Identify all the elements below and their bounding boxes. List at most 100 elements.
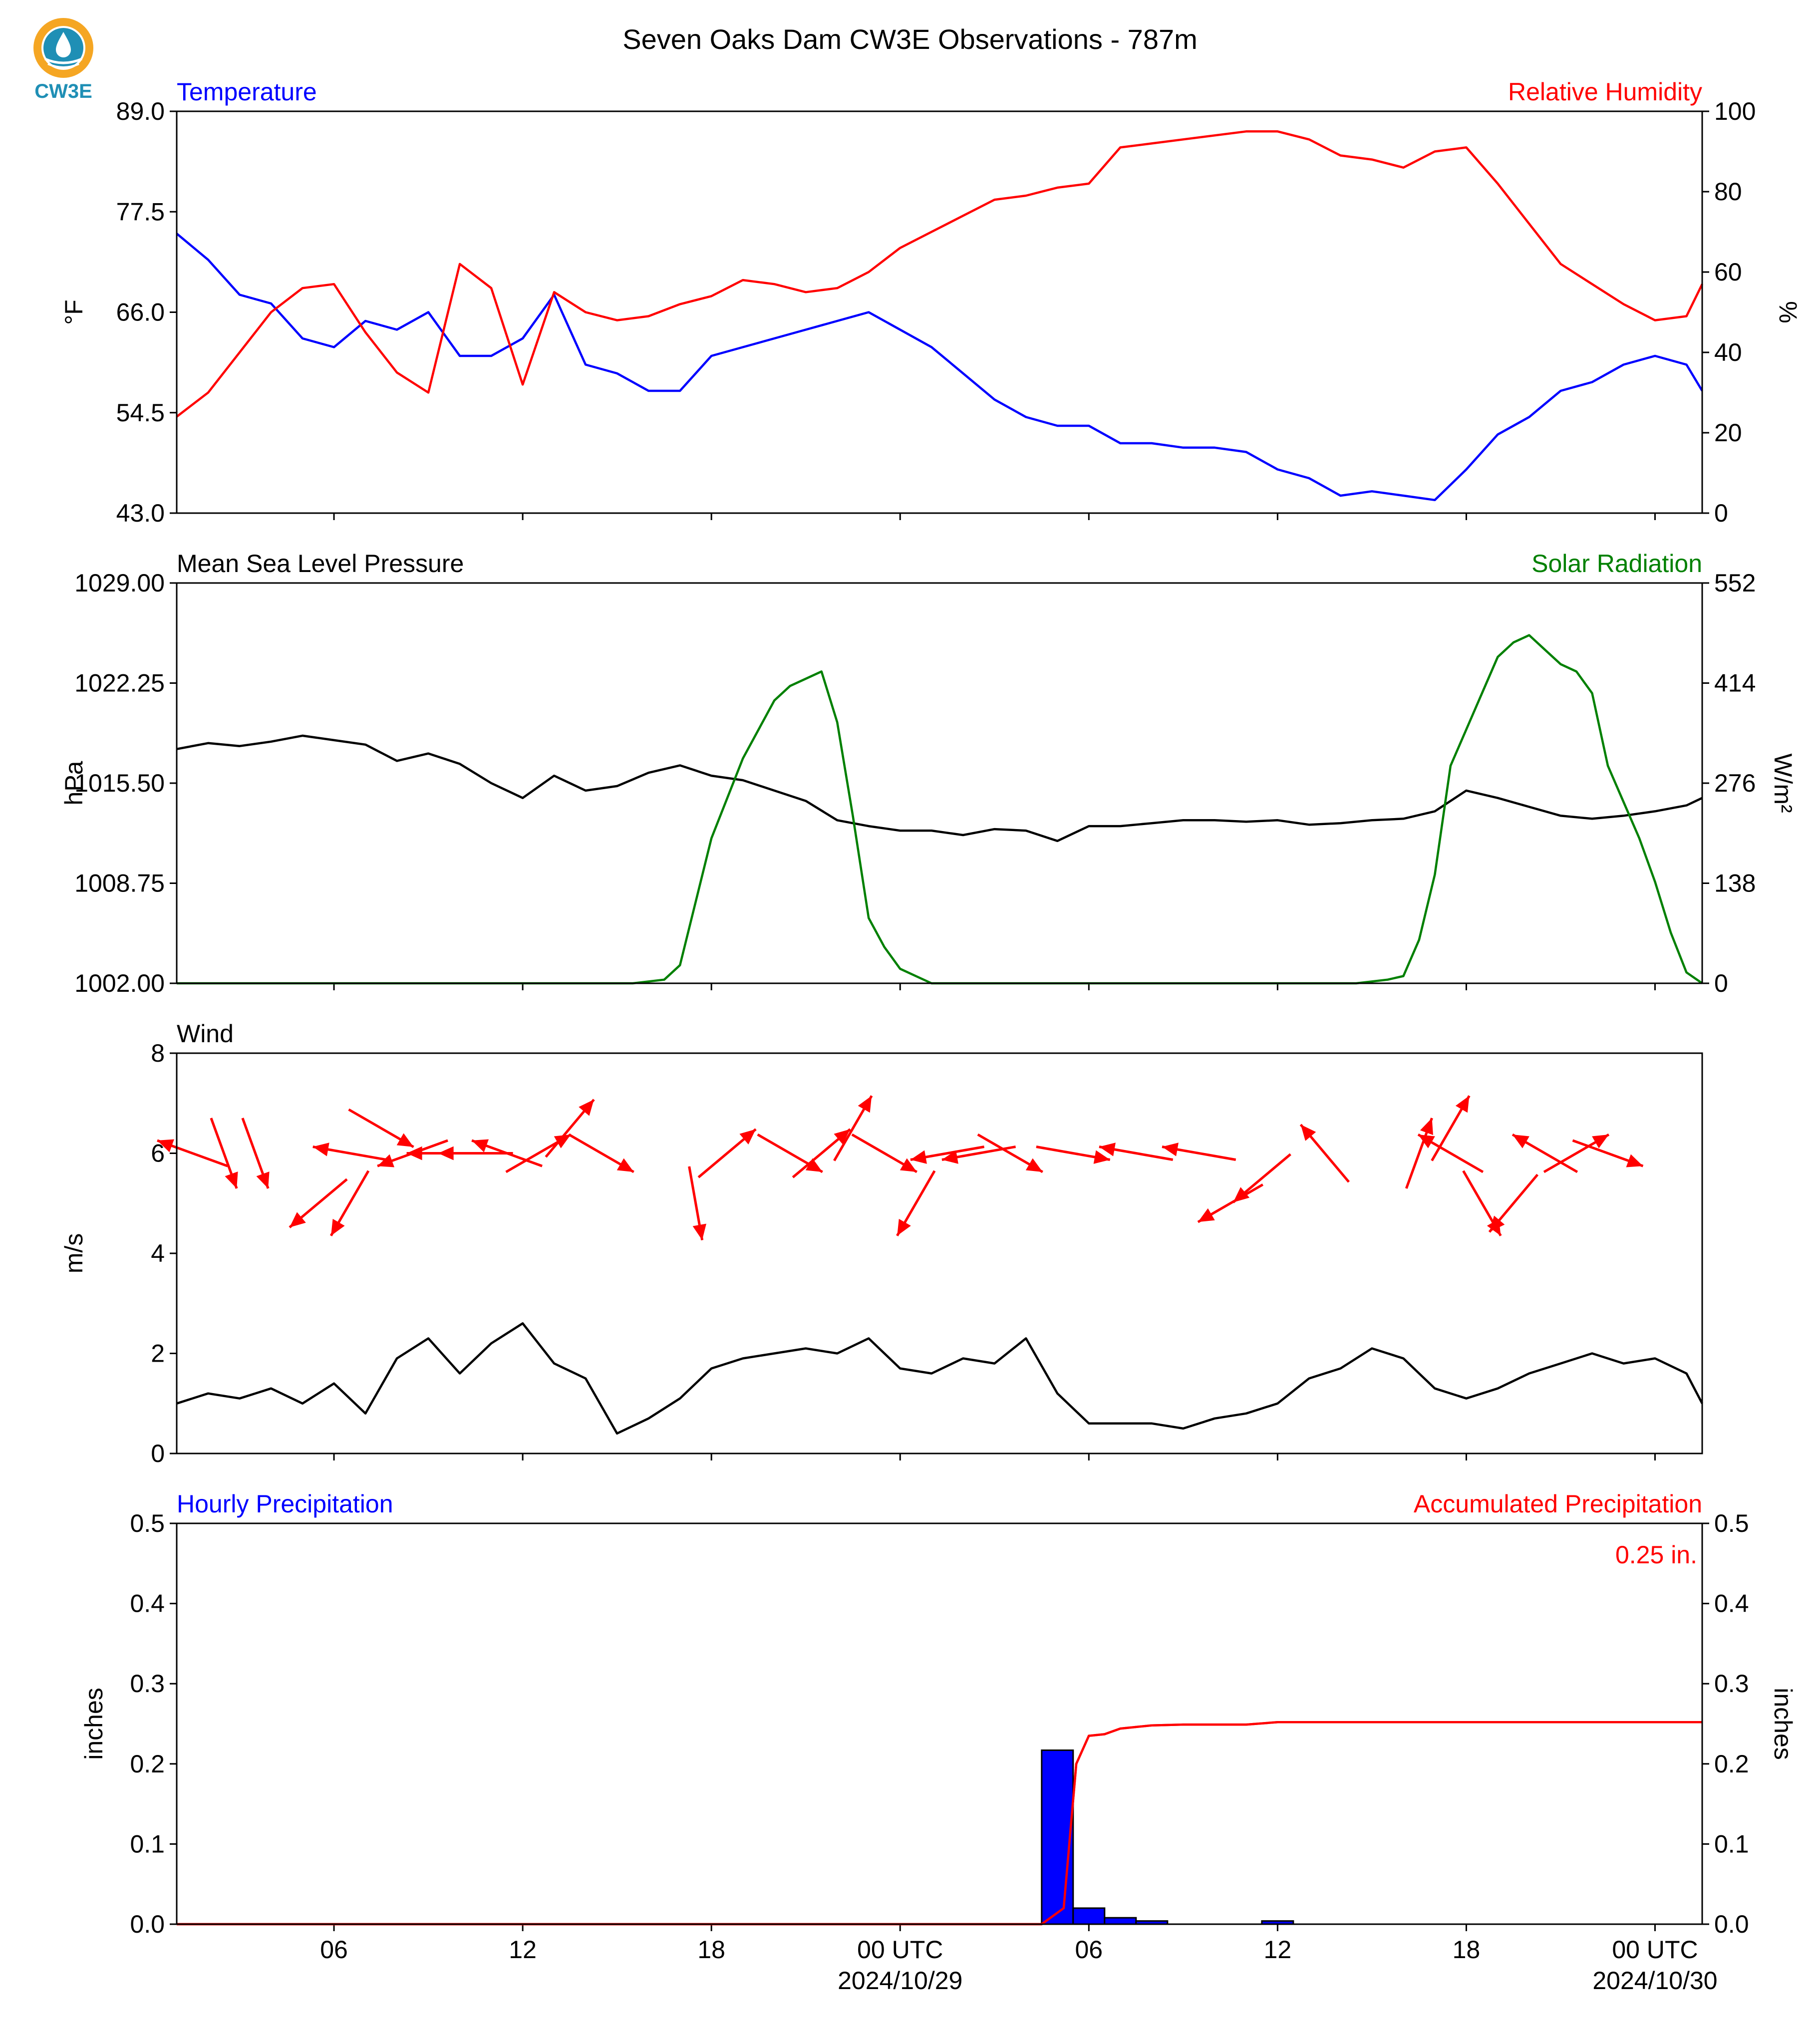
series-line-mean-sea-level-pressure (176, 734, 1703, 843)
y2-tick-label: 414 (1714, 669, 1756, 697)
y-tick-label: 89.0 (116, 97, 165, 125)
cw3e-logo: CW3E (30, 17, 97, 104)
wind-arrow-head (1489, 1215, 1505, 1232)
y2-tick-label: 0.1 (1714, 1830, 1749, 1858)
y-tick-label: 0.5 (130, 1509, 165, 1537)
y2-tick-label: 80 (1714, 178, 1742, 206)
panel-right-title: Solar Radiation (1531, 550, 1702, 578)
cw3e-logo-icon: CW3E (33, 18, 93, 102)
precip-bar (1041, 1749, 1074, 1925)
y-tick-label: 1015.50 (74, 769, 165, 797)
y2-tick-label: 100 (1714, 97, 1756, 125)
y2-tick-label: 40 (1714, 338, 1742, 366)
logo-text: CW3E (34, 80, 92, 102)
precip-bar (1104, 1917, 1137, 1925)
y2-tick-label: 60 (1714, 258, 1742, 286)
y2-tick-label: 276 (1714, 769, 1756, 797)
wind-arrow-head (331, 1218, 345, 1236)
accum-total-label: 0.25 in. (1615, 1541, 1697, 1569)
wind-arrow-head (1099, 1143, 1116, 1157)
y-tick-label: 4 (151, 1239, 165, 1267)
panel-left-title: Hourly Precipitation (177, 1490, 393, 1518)
y-tick-label: 1008.75 (74, 869, 165, 897)
wind-arrow-head (1592, 1135, 1609, 1149)
y-tick-label: 0.2 (130, 1750, 165, 1778)
wind-arrow-head (554, 1135, 571, 1149)
y-tick-label: 8 (151, 1039, 165, 1067)
panel-left-title: Wind (177, 1020, 234, 1048)
wind-arrow-head (312, 1143, 329, 1157)
panel-frame-precip (176, 1522, 1703, 1925)
precip-bar (1072, 1907, 1106, 1925)
wind-arrow-head (692, 1223, 706, 1240)
wind-arrow-head (1233, 1187, 1250, 1202)
x-tick-label: 06 (1075, 1936, 1103, 1964)
panel-right-title: Relative Humidity (1508, 78, 1702, 106)
series-line-temperature (176, 233, 1703, 502)
wind-arrow-head (396, 1133, 414, 1147)
wind-arrow-head (1418, 1135, 1435, 1149)
x-date-label: 2024/10/29 (838, 1967, 962, 1995)
wind-arrow-head (1512, 1135, 1529, 1149)
wind-arrow-head (910, 1150, 927, 1164)
y-axis-label: m/s (60, 1233, 88, 1274)
wind-arrow-head (834, 1129, 851, 1145)
series-line-accumulated-precipitation (177, 1721, 1702, 1926)
y2-tick-label: 0.2 (1714, 1750, 1749, 1778)
series-line-solar-radiation (177, 634, 1703, 985)
y-axis-label: hPa (60, 761, 88, 805)
y-tick-label: 0.0 (130, 1910, 165, 1938)
panel-left-title: Mean Sea Level Pressure (177, 550, 464, 578)
y2-tick-label: 0.3 (1714, 1670, 1749, 1698)
panel-frame-wind (176, 1052, 1703, 1454)
wind-arrow-head (290, 1212, 306, 1227)
y-tick-label: 43.0 (116, 499, 165, 527)
x-tick-label: 18 (697, 1936, 725, 1964)
y-tick-label: 2 (151, 1340, 165, 1368)
series-line-accumulated-precipitation (177, 1721, 1702, 1926)
panel-left-title: Temperature (177, 78, 317, 106)
y2-axis-label: % (1774, 301, 1802, 323)
series-line-wind (176, 1322, 1703, 1435)
wind-arrow-head (225, 1171, 238, 1188)
x-tick-label: 12 (509, 1936, 537, 1964)
y-tick-label: 1002.00 (74, 969, 165, 997)
wind-arrow-head (739, 1129, 756, 1145)
wind-arrow-head (1162, 1143, 1179, 1157)
wind-arrow-head (472, 1139, 489, 1153)
wind-arrow-head (406, 1146, 422, 1160)
wind-arrow-head (157, 1139, 174, 1153)
wind-arrow-head (1420, 1118, 1433, 1135)
y2-tick-label: 0 (1714, 969, 1728, 997)
wind-arrow-head (941, 1150, 958, 1164)
wind-arrow-head (377, 1154, 395, 1167)
x-date-label: 2024/10/30 (1592, 1967, 1717, 1995)
y-tick-label: 0.3 (130, 1670, 165, 1698)
wind-arrow-head (1300, 1125, 1316, 1141)
x-tick-label: 06 (320, 1936, 348, 1964)
y-tick-label: 54.5 (116, 399, 165, 427)
wind-arrow-head (1626, 1154, 1643, 1167)
y-tick-label: 0 (151, 1440, 165, 1467)
wind-arrow-head (579, 1099, 594, 1116)
y2-tick-label: 0.0 (1714, 1910, 1749, 1938)
wind-arrow-head (858, 1096, 872, 1113)
x-tick-label: 00 UTC (857, 1936, 943, 1964)
wind-arrow-head (897, 1218, 911, 1236)
x-tick-label: 18 (1453, 1936, 1481, 1964)
wind-arrow-head (1455, 1096, 1470, 1113)
wind-arrow-head (438, 1146, 454, 1160)
wind-arrow-head (256, 1171, 270, 1188)
y-axis-label: inches (80, 1688, 108, 1760)
y-axis-label: °F (60, 299, 88, 325)
wind-arrow-head (900, 1158, 917, 1172)
wind-arrow-head (805, 1158, 823, 1172)
wind-arrow-head (1093, 1150, 1110, 1164)
y2-tick-label: 20 (1714, 419, 1742, 447)
y-tick-label: 0.1 (130, 1830, 165, 1858)
panel-frame-pressure-solar (176, 582, 1703, 984)
y2-tick-label: 138 (1714, 869, 1756, 897)
y2-tick-label: 0.5 (1714, 1509, 1749, 1537)
x-tick-label: 00 UTC (1612, 1936, 1698, 1964)
